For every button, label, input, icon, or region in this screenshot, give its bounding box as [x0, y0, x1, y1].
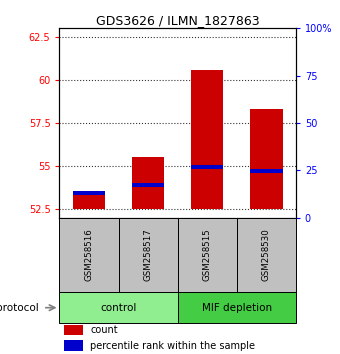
Bar — [132, 183, 164, 187]
Bar — [59, 292, 177, 323]
Bar — [73, 193, 105, 209]
Bar — [119, 218, 177, 292]
Text: MIF depletion: MIF depletion — [202, 303, 272, 313]
Bar — [64, 325, 83, 336]
Text: GSM258530: GSM258530 — [262, 229, 271, 281]
Text: GSM258516: GSM258516 — [85, 229, 94, 281]
Bar — [191, 165, 223, 169]
Text: count: count — [90, 325, 118, 335]
Text: protocol: protocol — [0, 303, 39, 313]
Bar — [191, 70, 223, 209]
Text: GSM258515: GSM258515 — [203, 229, 212, 281]
Text: percentile rank within the sample: percentile rank within the sample — [90, 341, 255, 351]
Title: GDS3626 / ILMN_1827863: GDS3626 / ILMN_1827863 — [96, 14, 259, 27]
Text: GSM258517: GSM258517 — [143, 229, 153, 281]
Bar — [250, 109, 283, 209]
Bar — [132, 157, 164, 209]
Bar — [177, 292, 296, 323]
Text: control: control — [100, 303, 137, 313]
Bar — [64, 340, 83, 351]
Bar — [177, 218, 237, 292]
Bar — [73, 192, 105, 195]
Bar — [59, 218, 119, 292]
Bar — [250, 169, 283, 173]
Bar — [237, 218, 296, 292]
